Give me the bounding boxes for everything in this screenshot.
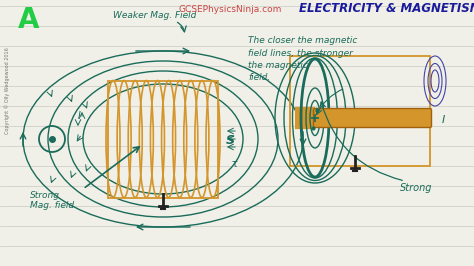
Text: Strong: Strong — [400, 183, 432, 193]
Text: The closer the magnetic
field lines, the stronger
the magnetic
field.: The closer the magnetic field lines, the… — [248, 36, 357, 82]
Text: Weaker Mag. Field: Weaker Mag. Field — [113, 11, 197, 20]
Bar — [290, 56, 430, 166]
Text: I: I — [442, 115, 445, 125]
Text: GCSEPhysicsNinja.com: GCSEPhysicsNinja.com — [178, 5, 282, 14]
Text: Strong
Mag. field.: Strong Mag. field. — [30, 191, 77, 210]
Bar — [108, 81, 218, 198]
FancyBboxPatch shape — [313, 109, 431, 127]
Text: τ: τ — [232, 159, 238, 169]
Text: I: I — [78, 111, 81, 121]
Text: ELECTRICITY & MAGNETISM: ELECTRICITY & MAGNETISM — [299, 2, 474, 15]
Text: S: S — [226, 134, 235, 147]
Text: A: A — [18, 6, 39, 34]
Text: Copyright © Olly Wedgewood 2016: Copyright © Olly Wedgewood 2016 — [4, 48, 10, 134]
